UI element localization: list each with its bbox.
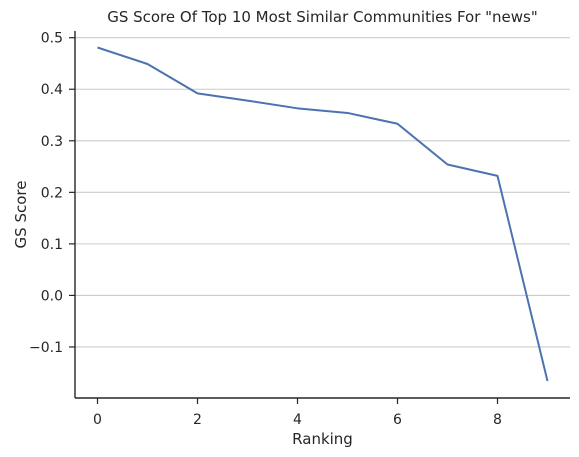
y-tick-label: 0.5 bbox=[41, 31, 63, 47]
x-tick-label: 4 bbox=[293, 412, 302, 428]
y-tick-label: 0.3 bbox=[41, 134, 63, 150]
x-tick-label: 6 bbox=[393, 412, 402, 428]
y-tick-label: 0.1 bbox=[41, 237, 63, 253]
y-tick-label: 0.2 bbox=[41, 185, 63, 201]
x-tick-label: 0 bbox=[93, 412, 102, 428]
grid-layer bbox=[75, 37, 570, 348]
y-tick-label: −0.1 bbox=[29, 340, 63, 356]
y-tick-label: 0.0 bbox=[41, 288, 63, 304]
chart-title: GS Score Of Top 10 Most Similar Communit… bbox=[107, 8, 538, 26]
series-line bbox=[97, 46, 549, 382]
series-layer bbox=[97, 46, 549, 382]
y-tick-label: 0.4 bbox=[41, 82, 63, 98]
axes-layer bbox=[74, 31, 570, 399]
x-tick-label: 8 bbox=[493, 412, 502, 428]
x-axis-label: Ranking bbox=[292, 430, 353, 448]
ticks-layer: −0.1 0.0 0.1 0.2 0.3 0.4 0.5 0 2 4 6 8 bbox=[29, 31, 502, 428]
y-axis-label: GS Score bbox=[12, 181, 30, 249]
x-tick-label: 2 bbox=[193, 412, 202, 428]
